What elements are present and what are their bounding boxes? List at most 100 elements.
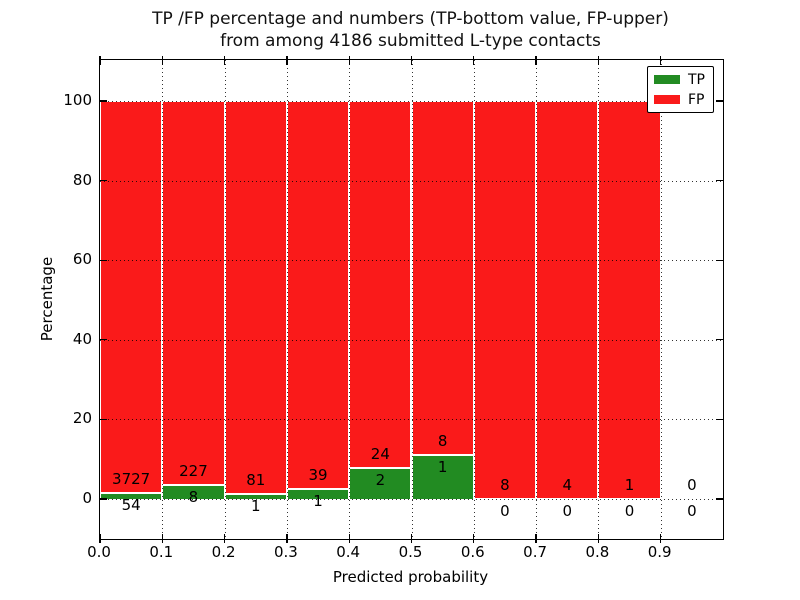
y-tick-mark [716,179,723,182]
x-tick-label: 0.6 [460,543,485,561]
fp-count-label: 39 [308,466,328,485]
gridline-x [411,60,413,539]
tp-count-label: 1 [437,457,448,476]
legend-entry-tp: TP [654,72,707,88]
tp-count-label: 0 [500,502,510,520]
y-tick-label: 0 [82,489,92,507]
bar-segment-fp [286,101,350,490]
y-tick-label: 100 [63,91,92,109]
gridline-y [100,101,723,102]
gridline-x [286,60,288,539]
x-tick-mark [473,56,475,65]
x-tick-mark [286,534,288,543]
tp-count-label: 2 [375,471,386,490]
gridline-x [473,60,475,539]
x-tick-label: 0.9 [647,543,672,561]
x-tick-mark [348,534,350,543]
y-tick-mark [716,339,723,341]
tp-count-label: 0 [687,502,697,520]
gridline-y [100,419,723,421]
fp-count-label: 227 [179,462,208,481]
bar-segment-fp [411,101,474,455]
fp-count-label: 4 [562,476,573,494]
y-tick-label: 40 [72,329,92,348]
gridline-y [100,499,723,500]
tp-count-label: 0 [624,502,635,520]
fp-count-label: 0 [687,476,697,494]
y-tick-mark [100,339,107,341]
plot-area: 3727 54 227 8 81 1 39 1 24 2 8 1 8 0 4 0 1 0 0 0 [99,56,724,543]
tp-count-label: 1 [313,492,323,511]
y-tick-mark [100,418,107,421]
gridline-x [162,60,164,539]
x-tick-label: 0.4 [336,543,361,561]
x-tick-mark [161,56,163,65]
x-tick-mark [223,56,226,65]
bar-segment-fp [473,101,537,499]
y-tick-mark [716,100,723,102]
x-tick-label: 0.5 [398,543,423,561]
x-tick-mark [223,534,226,543]
gridline-x [349,60,351,539]
y-tick-mark [716,418,723,421]
bar-segment-fp [100,101,163,494]
gridline-x [660,60,662,539]
chart-title-line2: from among 4186 submitted L-type contact… [220,31,601,51]
bar-segment-fp [224,101,287,495]
y-tick-mark [100,100,107,102]
x-tick-label: 0.8 [585,543,610,561]
fp-count-label: 81 [246,471,266,490]
x-tick-mark [348,56,350,65]
chart-title-line1: TP /FP percentage and numbers (TP-bottom… [152,9,669,29]
legend: TP FP [647,66,714,113]
gridline-x [536,60,538,539]
y-tick-mark [100,259,107,261]
x-tick-mark [286,56,288,65]
x-tick-mark [410,56,413,65]
x-tick-mark [597,534,600,543]
fp-count-label: 24 [370,445,390,464]
gridline-y [100,260,723,262]
x-tick-mark [660,56,662,65]
fp-count-label: 3727 [112,470,151,489]
x-tick-label: 0.1 [149,543,174,561]
x-tick-mark [99,56,101,65]
fp-count-label: 8 [500,476,510,494]
bar-segment-tp [411,454,474,499]
legend-label-tp: TP [688,71,705,88]
x-tick-mark [161,534,163,543]
gridline-x [224,60,226,539]
tp-color-swatch [654,75,680,84]
gridline-y [100,180,723,182]
x-tick-mark [535,56,537,65]
bar-segment-fp [598,101,661,499]
x-tick-mark [660,534,662,543]
legend-label-fp: FP [688,91,705,108]
y-tick-label: 60 [72,250,92,269]
y-tick-mark [716,259,723,261]
tp-count-label: 8 [188,488,199,507]
gridline-y [100,339,723,341]
x-tick-label: 0.0 [87,543,111,561]
x-tick-label: 0.7 [523,543,548,561]
bar-segment-fp [162,101,225,486]
y-tick-mark [716,498,723,500]
fp-color-swatch [654,95,680,104]
fp-count-label: 1 [624,476,635,494]
tp-count-label: 0 [562,502,573,520]
x-tick-mark [597,56,600,65]
bar-segment-tp [100,493,163,499]
x-tick-mark [99,534,101,543]
gridline-x [598,60,600,539]
fp-count-label: 8 [437,431,448,450]
bar-segment-tp [349,468,412,499]
x-tick-mark [473,534,475,543]
x-tick-label: 0.3 [273,543,298,561]
x-axis-label: Predicted probability [332,568,489,586]
x-tick-mark [410,534,413,543]
tp-count-label: 54 [121,496,141,515]
y-tick-mark [100,498,107,500]
x-tick-mark [535,534,537,543]
bar-segment-fp [349,101,412,469]
